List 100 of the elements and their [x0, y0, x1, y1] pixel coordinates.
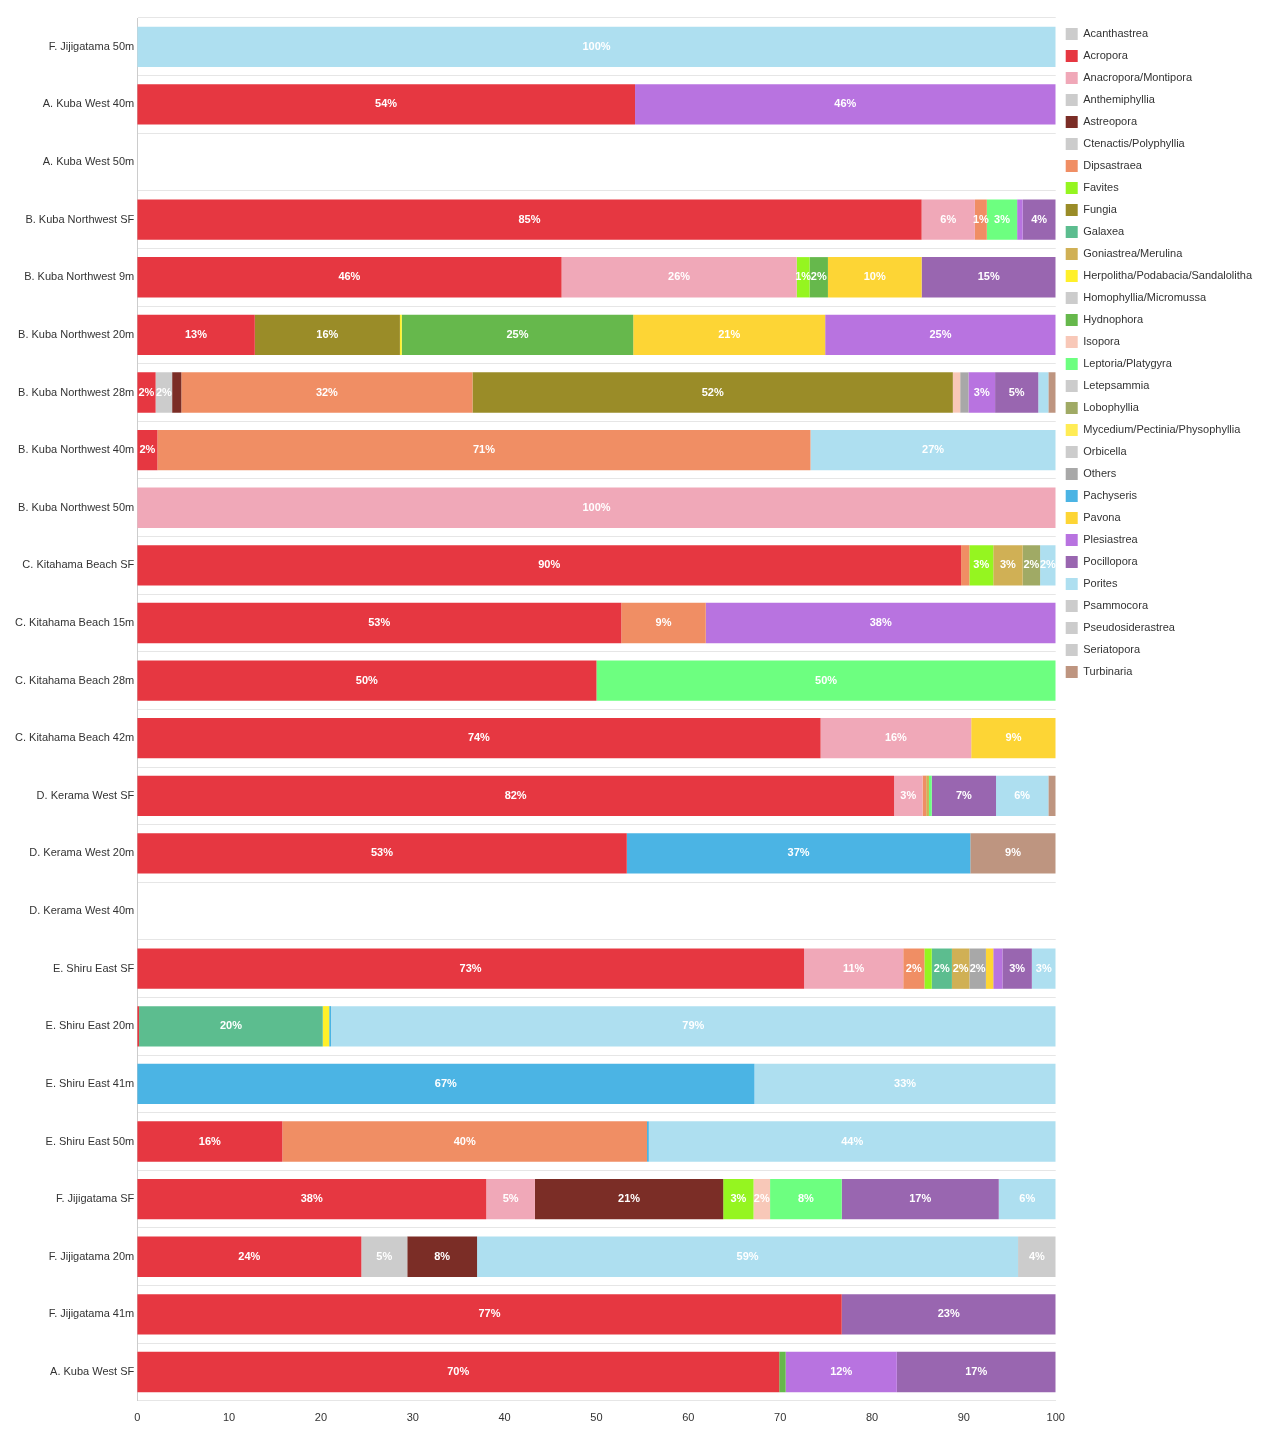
bar	[322, 1006, 330, 1047]
legend-label: Homophyllia/Micromussa	[1083, 291, 1207, 304]
data-label: 16%	[198, 1134, 222, 1147]
data-label: 2%	[1039, 558, 1057, 571]
y-tick-label: B. Kuba Northwest 40m	[18, 443, 135, 456]
bar	[924, 948, 932, 989]
legend-label: Pavona	[1083, 511, 1122, 524]
bar	[137, 948, 805, 989]
data-label: 4%	[1031, 212, 1048, 225]
bar	[137, 1063, 755, 1105]
data-label: 67%	[434, 1076, 458, 1089]
data-label: 8%	[797, 1192, 815, 1205]
bar	[477, 1236, 1019, 1277]
legend-label: Pocillopora	[1083, 555, 1139, 568]
x-tick-label: 0	[134, 1411, 141, 1424]
data-label: 11%	[842, 961, 865, 974]
bar	[1017, 199, 1023, 240]
y-tick-label: C. Kitahama Beach 42m	[14, 731, 135, 744]
bar	[1048, 372, 1056, 413]
bar	[254, 314, 400, 356]
bar	[921, 257, 1056, 298]
legend-label: Galaxea	[1083, 225, 1126, 238]
x-tick-label: 30	[406, 1411, 419, 1424]
bar	[137, 487, 1056, 528]
data-label: 74%	[467, 731, 491, 744]
bar	[841, 1294, 1056, 1335]
bar	[472, 372, 953, 413]
bar	[961, 545, 970, 586]
y-tick-label: F. Jijigatama 41m	[48, 1307, 135, 1320]
bar	[137, 314, 255, 356]
data-label: 23%	[937, 1307, 960, 1320]
x-tick-label: 50	[590, 1411, 603, 1424]
legend-label: Others	[1083, 467, 1117, 480]
data-label: 2%	[1023, 558, 1040, 571]
bar	[137, 1178, 487, 1220]
data-label: 3%	[994, 212, 1011, 225]
data-label: 3%	[730, 1192, 747, 1205]
y-tick-label: C. Kitahama Beach 28m	[14, 673, 135, 686]
bar	[561, 257, 797, 298]
bar	[952, 372, 961, 413]
bar	[157, 429, 811, 471]
data-label: 71%	[472, 443, 496, 456]
y-tick-label: D. Kerama West 20m	[29, 846, 135, 859]
bar	[139, 1006, 323, 1047]
data-label: 5%	[502, 1192, 519, 1205]
data-label: 3%	[1000, 558, 1017, 571]
data-label: 85%	[518, 212, 541, 225]
data-label: 3%	[1009, 961, 1026, 974]
data-label: 6%	[1014, 788, 1031, 801]
data-label: 100%	[582, 39, 611, 52]
data-label: 9%	[1005, 731, 1022, 744]
legend-label: Psammocora	[1083, 599, 1149, 612]
data-label: 3%	[900, 788, 917, 801]
bar	[723, 1178, 754, 1220]
data-label: 10%	[863, 270, 886, 283]
data-label: 59%	[736, 1249, 759, 1262]
bar	[596, 660, 1056, 701]
legend-label: Seriatopora	[1083, 643, 1141, 656]
x-tick-label: 20	[314, 1411, 328, 1424]
data-label: 20%	[219, 1019, 243, 1032]
bar	[137, 660, 597, 701]
y-tick-label: B. Kuba Northwest SF	[25, 212, 135, 225]
data-label: 3%	[973, 385, 990, 398]
bar	[960, 372, 969, 413]
data-label: 33%	[894, 1076, 917, 1089]
data-label: 44%	[841, 1134, 864, 1147]
bar	[1048, 775, 1056, 816]
y-tick-label: B. Kuba Northwest 28m	[18, 385, 135, 398]
bar	[137, 718, 821, 759]
legend-label: Anacropora/Montipora	[1083, 71, 1193, 84]
bar	[137, 775, 895, 816]
bar	[825, 314, 1056, 356]
bar	[998, 1178, 1056, 1220]
y-tick-label: A. Kuba West 50m	[42, 155, 135, 168]
y-tick-label: F. Jijigatama 50m	[48, 39, 135, 52]
data-label: 2%	[810, 270, 827, 283]
data-label: 77%	[478, 1307, 501, 1320]
y-tick-label: E. Shiru East 50m	[45, 1134, 135, 1147]
data-label: 17%	[909, 1192, 932, 1205]
bar	[993, 948, 1003, 989]
data-label: 2%	[969, 961, 986, 974]
bar	[181, 372, 473, 413]
data-label: 32%	[315, 385, 339, 398]
y-tick-label: C. Kitahama Beach 15m	[14, 616, 135, 629]
y-tick-label: A. Kuba West SF	[50, 1365, 135, 1378]
legend-label: Lobophyllia	[1083, 401, 1140, 414]
data-label: 2%	[952, 961, 969, 974]
bar	[969, 545, 994, 586]
bar	[841, 1178, 999, 1220]
bar	[970, 833, 1056, 874]
y-tick-label: E. Shiru East 41m	[45, 1076, 135, 1089]
data-label: 40%	[453, 1134, 476, 1147]
x-tick-label: 40	[498, 1411, 511, 1424]
legend-label: Fungia	[1083, 203, 1118, 216]
bar	[896, 1351, 1056, 1393]
legend-label: Herpolitha/Podabacia/Sandalolitha	[1083, 269, 1253, 282]
bar	[626, 833, 971, 874]
bar	[921, 199, 975, 240]
bar	[1002, 948, 1032, 989]
data-label: 2%	[933, 961, 950, 974]
